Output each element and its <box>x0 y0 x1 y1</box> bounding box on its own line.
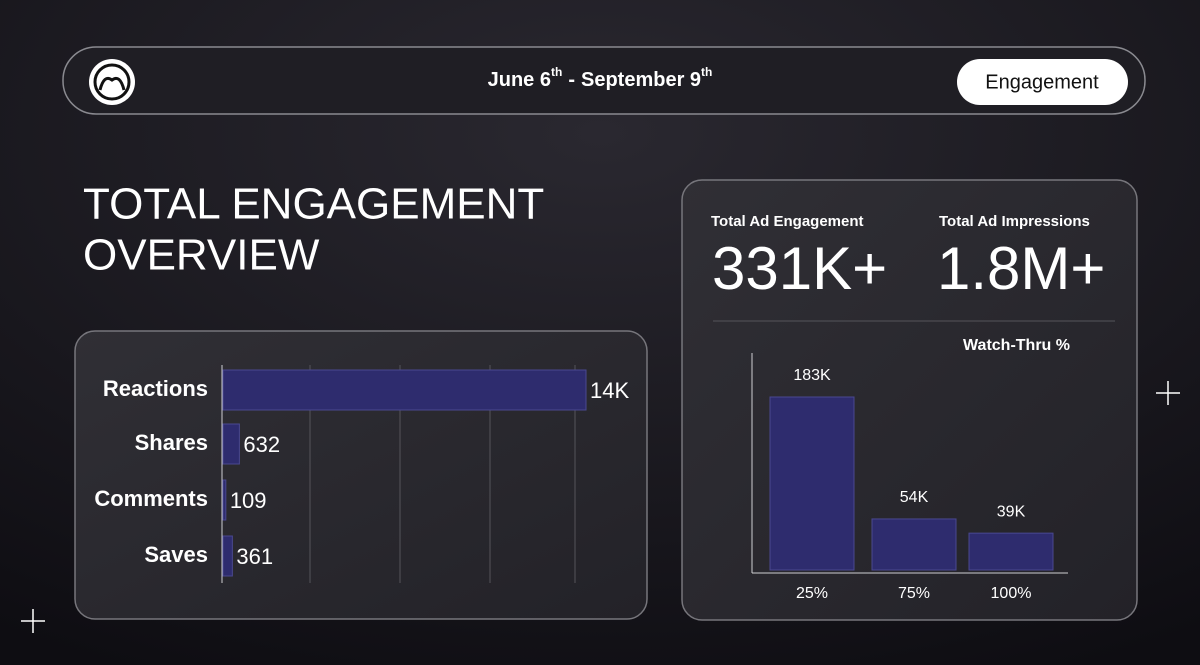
date-range: June 6th - September 9th <box>488 65 713 91</box>
x-tick-label: 75% <box>898 585 930 602</box>
page-title: TOTAL ENGAGEMENT <box>83 180 544 229</box>
value-label: 109 <box>230 488 267 513</box>
bar <box>222 369 587 411</box>
value-label: 632 <box>243 432 280 457</box>
header-bar <box>62 46 1146 115</box>
value-label: 39K <box>997 503 1026 520</box>
date-separator: - <box>568 69 575 91</box>
category-label: Saves <box>144 542 208 567</box>
chart-title: Watch-Thru % <box>963 337 1070 354</box>
category-label: Shares <box>135 430 208 455</box>
value-label: 183K <box>793 367 831 384</box>
bar <box>871 518 957 571</box>
x-tick-label: 25% <box>796 585 828 602</box>
stat-value: 331K+ <box>712 235 887 302</box>
value-label: 14K <box>590 378 629 403</box>
bar <box>222 479 227 521</box>
value-label: 54K <box>900 489 929 506</box>
x-tick-label: 100% <box>991 585 1032 602</box>
bar <box>222 423 240 465</box>
page-title: OVERVIEW <box>83 231 320 280</box>
value-label: 361 <box>236 544 273 569</box>
category-label: Comments <box>94 486 208 511</box>
logo <box>89 59 135 105</box>
engagement-button[interactable] <box>957 59 1128 105</box>
bar <box>769 396 855 571</box>
plus-decoration <box>21 381 1180 633</box>
bar <box>968 532 1054 571</box>
stat-label: Total Ad Engagement <box>711 213 864 230</box>
date-end: September 9 <box>581 69 701 91</box>
bar <box>222 535 233 577</box>
stat-value: 1.8M+ <box>937 235 1105 302</box>
date-start: June 6 <box>488 69 551 91</box>
button-label[interactable]: Engagement <box>985 71 1099 93</box>
date-suffix: th <box>551 65 562 79</box>
date-suffix: th <box>701 65 712 79</box>
category-label: Reactions <box>103 376 208 401</box>
stat-label: Total Ad Impressions <box>939 213 1090 230</box>
